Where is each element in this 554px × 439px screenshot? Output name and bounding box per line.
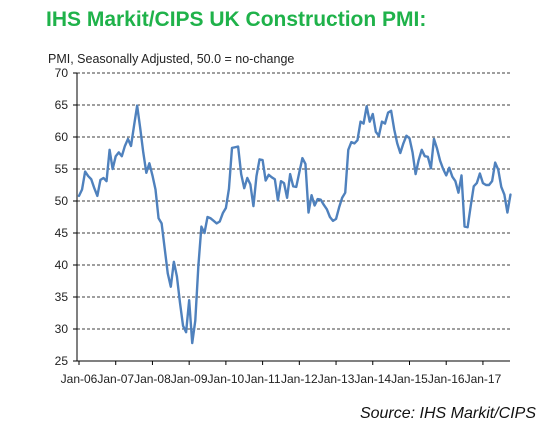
x-tick-label: Jan-06	[61, 372, 98, 386]
y-tick-label: 60	[55, 130, 69, 144]
chart-subtitle: PMI, Seasonally Adjusted, 50.0 = no-chan…	[48, 52, 295, 66]
y-tick-label: 30	[55, 322, 69, 336]
x-tick-label: Jan-07	[97, 372, 134, 386]
axes	[73, 72, 510, 365]
x-tick-label: Jan-15	[391, 372, 428, 386]
y-tick-label: 70	[55, 66, 69, 80]
x-tick-labels: Jan-06 Jan-07 Jan-08 Jan-09 Jan-10 Jan-11 Jan-…	[61, 372, 502, 386]
y-tick-label: 35	[55, 290, 69, 304]
y-tick-label: 45	[55, 226, 69, 240]
source-note: Source: IHS Markit/CIPS	[359, 405, 536, 422]
y-tick-labels: 25 30 35 40 45 50 55 60 65 70	[55, 66, 69, 368]
series-layer	[77, 104, 512, 345]
x-tick-label: Jan-17	[465, 372, 502, 386]
chart-title: IHS Markit/CIPS UK Construction PMI:	[46, 8, 427, 31]
x-tick-label: Jan-10	[208, 372, 245, 386]
x-tick-label: Jan-08	[134, 372, 171, 386]
pmi-series-line	[77, 104, 512, 345]
x-tick-label: Jan-09	[171, 372, 208, 386]
y-tick-label: 55	[55, 162, 69, 176]
x-tick-label: Jan-13	[318, 372, 355, 386]
y-tick-label: 40	[55, 258, 69, 272]
grid-lines	[77, 72, 510, 330]
y-tick-label: 50	[55, 194, 69, 208]
x-tick-label: Jan-14	[354, 372, 391, 386]
x-tick-label: Jan-11	[245, 372, 281, 386]
x-tick-label: Jan-16	[428, 372, 465, 386]
x-tick-label: Jan-12	[281, 372, 318, 386]
y-tick-label: 25	[55, 354, 69, 368]
y-tick-label: 65	[55, 98, 69, 112]
